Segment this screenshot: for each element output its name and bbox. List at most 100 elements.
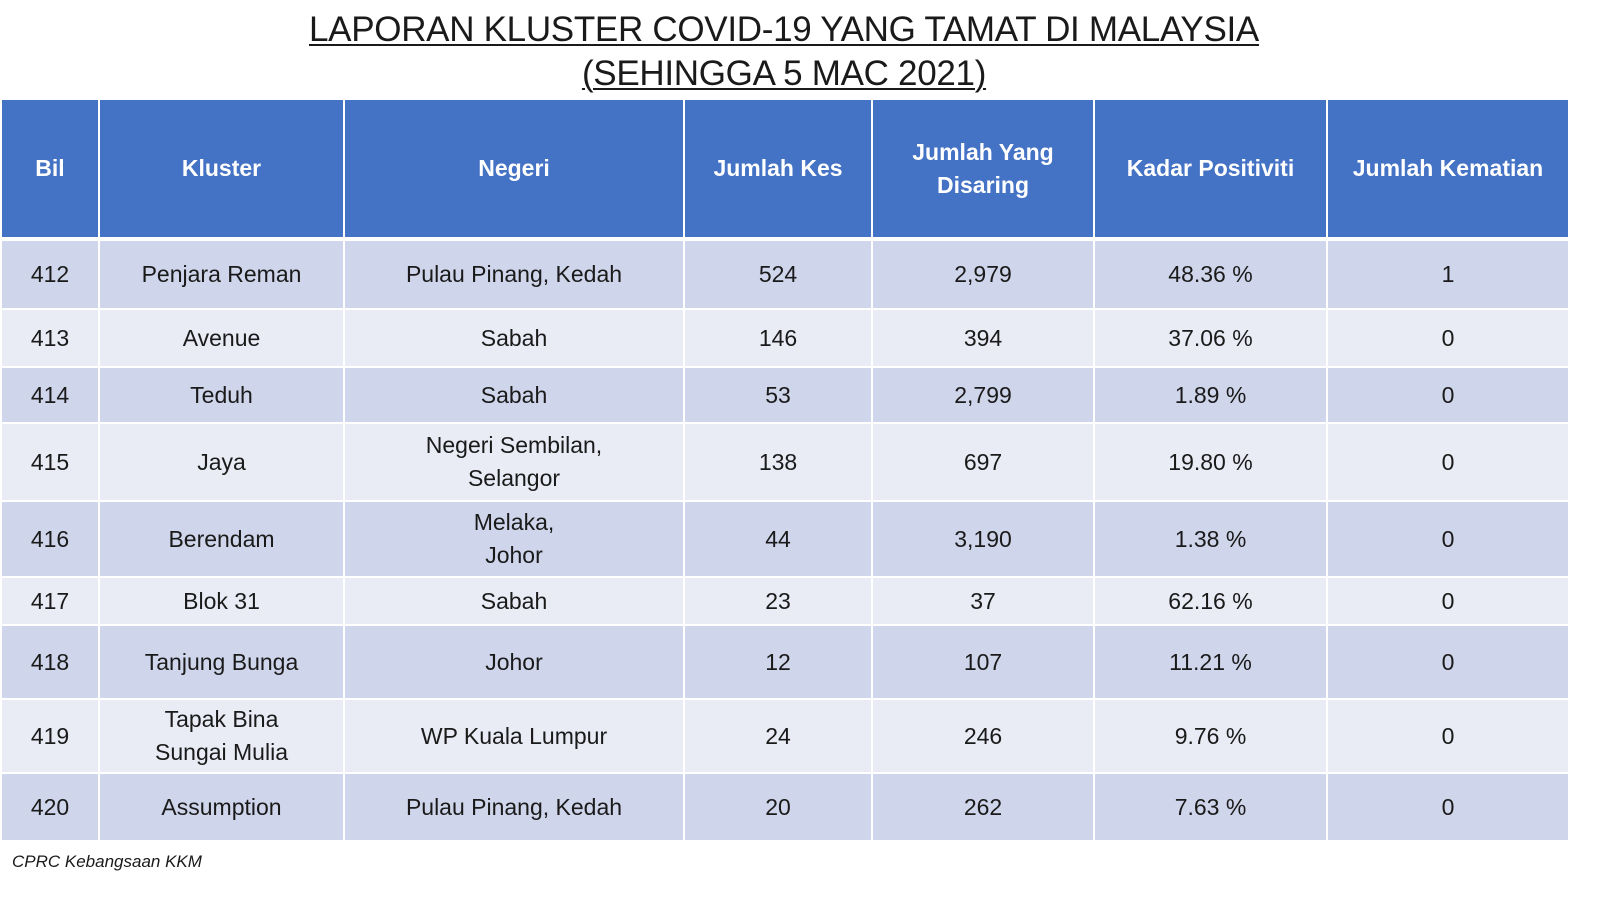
cell-jumlah-disaring: 262 bbox=[871, 772, 1095, 842]
table-body: 412 Penjara Reman Pulau Pinang, Kedah 524 2,… bbox=[0, 238, 1570, 842]
header-jumlah-disaring-line-2: Disaring bbox=[936, 171, 1030, 198]
header-jumlah-kes: Jumlah Kes bbox=[683, 98, 873, 241]
table-row: 412 Penjara Reman Pulau Pinang, Kedah 524 2,… bbox=[0, 238, 1570, 310]
cell-jumlah-kes: 12 bbox=[683, 624, 873, 700]
cell-jumlah-kematian: 0 bbox=[1326, 698, 1570, 774]
cell-kadar-positiviti: 11.21 % bbox=[1093, 624, 1328, 700]
cell-jumlah-disaring: 2,799 bbox=[871, 366, 1095, 424]
cell-jumlah-disaring: 394 bbox=[871, 308, 1095, 368]
cell-kluster: Assumption bbox=[98, 772, 345, 842]
table-row: 413 Avenue Sabah 146 394 37.06 % 0 bbox=[0, 308, 1570, 368]
cell-kluster-line: Blok 31 bbox=[183, 587, 260, 614]
cell-negeri-line: Sabah bbox=[480, 587, 548, 614]
cell-jumlah-kes: 44 bbox=[683, 500, 873, 578]
cell-kluster: Jaya bbox=[98, 422, 345, 502]
cell-bil: 412 bbox=[0, 238, 100, 310]
cell-jumlah-kes: 53 bbox=[683, 366, 873, 424]
cell-kluster: Penjara Reman bbox=[98, 238, 345, 310]
table-row: 416 Berendam Melaka, Johor 44 3,190 1.38 % 0 bbox=[0, 500, 1570, 578]
cell-kluster-line: Tapak Bina bbox=[164, 706, 279, 732]
cell-kluster: Tapak Bina Sungai Mulia bbox=[98, 698, 345, 774]
cell-jumlah-kematian: 0 bbox=[1326, 500, 1570, 578]
header-kadar-positiviti: Kadar Positiviti bbox=[1093, 98, 1328, 241]
cell-kluster: Berendam bbox=[98, 500, 345, 578]
cell-jumlah-kes: 138 bbox=[683, 422, 873, 502]
cluster-table: Bil Kluster Negeri Jumlah Kes Jumlah Yan… bbox=[0, 98, 1570, 842]
cell-kluster: Tanjung Bunga bbox=[98, 624, 345, 700]
cell-kadar-positiviti: 62.16 % bbox=[1093, 576, 1328, 626]
table-row: 418 Tanjung Bunga Johor 12 107 11.21 % 0 bbox=[0, 624, 1570, 700]
cell-negeri: Sabah bbox=[343, 366, 685, 424]
cell-jumlah-disaring: 37 bbox=[871, 576, 1095, 626]
cell-negeri-line: Sabah bbox=[480, 381, 548, 408]
cell-kadar-positiviti: 7.63 % bbox=[1093, 772, 1328, 842]
cell-jumlah-kes: 20 bbox=[683, 772, 873, 842]
cell-bil: 419 bbox=[0, 698, 100, 774]
table-row: 414 Teduh Sabah 53 2,799 1.89 % 0 bbox=[0, 366, 1570, 424]
cell-negeri-line: Pulau Pinang, Kedah bbox=[405, 261, 623, 287]
cell-jumlah-disaring: 2,979 bbox=[871, 238, 1095, 310]
cell-jumlah-kematian: 0 bbox=[1326, 308, 1570, 368]
cell-jumlah-disaring: 107 bbox=[871, 624, 1095, 700]
cell-kluster: Blok 31 bbox=[98, 576, 345, 626]
source-note: CPRC Kebangsaan KKM bbox=[12, 852, 202, 871]
cell-jumlah-kematian: 0 bbox=[1326, 366, 1570, 424]
cell-negeri: Negeri Sembilan, Selangor bbox=[343, 422, 685, 502]
table-header-row: Bil Kluster Negeri Jumlah Kes Jumlah Yan… bbox=[0, 98, 1570, 241]
cell-jumlah-disaring: 3,190 bbox=[871, 500, 1095, 578]
cell-bil: 414 bbox=[0, 366, 100, 424]
cell-jumlah-kes: 24 bbox=[683, 698, 873, 774]
cell-kluster-line: Berendam bbox=[168, 525, 275, 552]
cell-bil: 418 bbox=[0, 624, 100, 700]
cell-bil: 416 bbox=[0, 500, 100, 578]
header-kluster: Kluster bbox=[98, 98, 345, 241]
cell-negeri: Sabah bbox=[343, 576, 685, 626]
cell-jumlah-kematian: 0 bbox=[1326, 624, 1570, 700]
cell-negeri: Melaka, Johor bbox=[343, 500, 685, 578]
cell-jumlah-disaring: 697 bbox=[871, 422, 1095, 502]
cell-jumlah-kematian: 0 bbox=[1326, 772, 1570, 842]
cell-kadar-positiviti: 37.06 % bbox=[1093, 308, 1328, 368]
header-jumlah-kematian: Jumlah Kematian bbox=[1326, 98, 1570, 241]
cell-kluster-line: Penjara Reman bbox=[141, 261, 302, 287]
cell-negeri: Pulau Pinang, Kedah bbox=[343, 772, 685, 842]
cell-kadar-positiviti: 9.76 % bbox=[1093, 698, 1328, 774]
cell-negeri-line: Selangor bbox=[467, 465, 561, 491]
cell-jumlah-kematian: 0 bbox=[1326, 576, 1570, 626]
header-jumlah-disaring: Jumlah Yang Disaring bbox=[871, 98, 1095, 241]
cell-negeri: WP Kuala Lumpur bbox=[343, 698, 685, 774]
cell-negeri: Pulau Pinang, Kedah bbox=[343, 238, 685, 310]
cell-negeri: Sabah bbox=[343, 308, 685, 368]
cell-kluster-line: Sungai Mulia bbox=[155, 739, 288, 765]
report-title: LAPORAN KLUSTER COVID-19 YANG TAMAT DI M… bbox=[0, 8, 1568, 96]
header-negeri: Negeri bbox=[343, 98, 685, 241]
cell-kadar-positiviti: 19.80 % bbox=[1093, 422, 1328, 502]
table-row: 420 Assumption Pulau Pinang, Kedah 20 262 7.6… bbox=[0, 772, 1570, 842]
report-title-line-1: LAPORAN KLUSTER COVID-19 YANG TAMAT DI M… bbox=[309, 10, 1259, 49]
cell-bil: 413 bbox=[0, 308, 100, 368]
cell-negeri: Johor bbox=[343, 624, 685, 700]
cell-bil: 415 bbox=[0, 422, 100, 502]
cell-kluster-line: Jaya bbox=[197, 448, 246, 475]
cell-kluster-line: Avenue bbox=[182, 324, 261, 351]
header-bil: Bil bbox=[0, 98, 100, 241]
cell-jumlah-disaring: 246 bbox=[871, 698, 1095, 774]
cell-negeri-line: Johor bbox=[485, 542, 543, 568]
cell-jumlah-kematian: 1 bbox=[1326, 238, 1570, 310]
cell-jumlah-kematian: 0 bbox=[1326, 422, 1570, 502]
cell-negeri-line: WP Kuala Lumpur bbox=[420, 722, 608, 749]
cell-kluster-line: Assumption bbox=[161, 793, 282, 820]
cell-negeri-line: Pulau Pinang, Kedah bbox=[405, 793, 623, 820]
cell-negeri-line: Negeri Sembilan, bbox=[425, 432, 603, 458]
cell-bil: 420 bbox=[0, 772, 100, 842]
header-jumlah-disaring-line-1: Jumlah Yang bbox=[912, 138, 1054, 165]
table-row: 417 Blok 31 Sabah 23 37 62.16 % 0 bbox=[0, 576, 1570, 626]
cell-jumlah-kes: 23 bbox=[683, 576, 873, 626]
cell-kluster-line: Tanjung Bunga bbox=[144, 648, 299, 675]
cell-kluster: Teduh bbox=[98, 366, 345, 424]
cell-kluster: Avenue bbox=[98, 308, 345, 368]
cell-negeri-line: Sabah bbox=[480, 324, 548, 351]
cell-kadar-positiviti: 48.36 % bbox=[1093, 238, 1328, 310]
cell-kadar-positiviti: 1.38 % bbox=[1093, 500, 1328, 578]
table-row: 419 Tapak Bina Sungai Mulia WP Kuala Lumpur… bbox=[0, 698, 1570, 774]
